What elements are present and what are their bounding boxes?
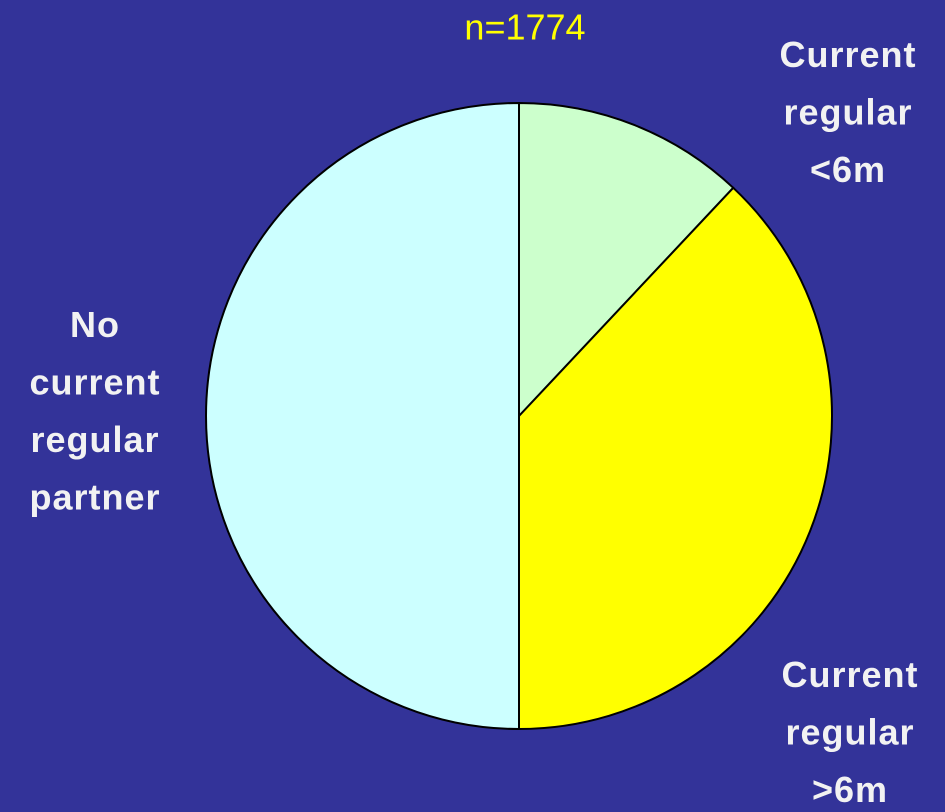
label-line: regular <box>785 711 914 752</box>
pie-slice <box>518 186 833 731</box>
slice-label: No current regular partner <box>29 304 160 518</box>
label-line: <6m <box>810 149 886 190</box>
label-line: Current <box>781 654 918 695</box>
label-line: No <box>70 304 120 345</box>
slice-label: Current regular >6m <box>781 654 918 810</box>
slice-label: Current regular <6m <box>779 34 916 190</box>
label-line: partner <box>29 476 160 517</box>
label-line: Current <box>779 34 916 75</box>
label-line: >6m <box>812 769 888 810</box>
pie-slice <box>518 101 735 419</box>
label-line: regular <box>30 419 159 460</box>
label-line: regular <box>783 91 912 132</box>
pie-slice <box>205 101 520 731</box>
label-line: current <box>29 361 160 402</box>
chart-title: n=1774 <box>464 7 585 48</box>
